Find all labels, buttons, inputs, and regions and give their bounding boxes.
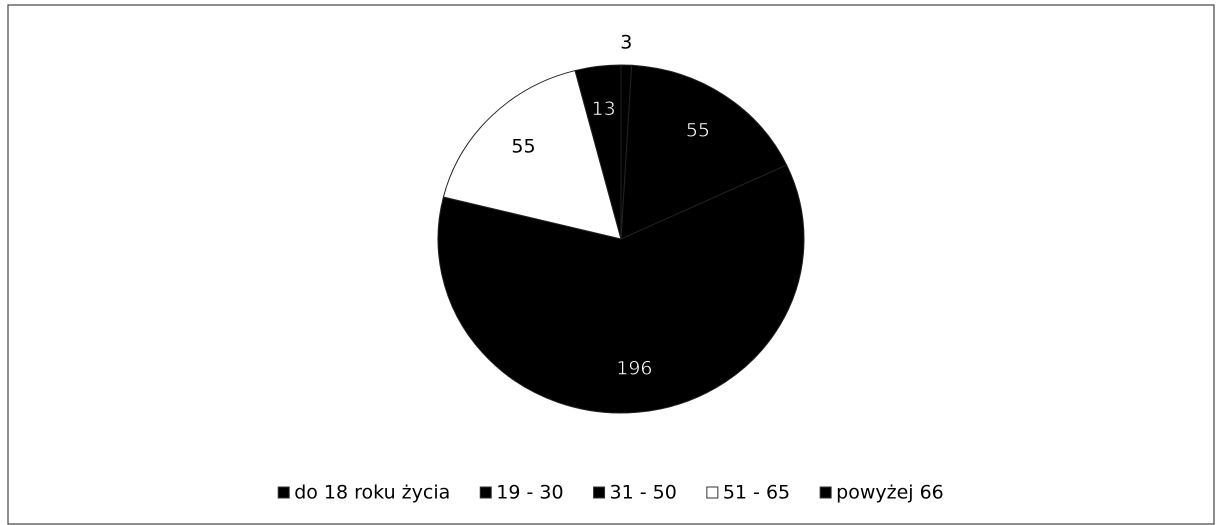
data-label: 196 — [616, 357, 652, 379]
data-label: 13 — [592, 98, 616, 120]
legend-marker — [277, 486, 290, 499]
pie-slice — [442, 69, 622, 240]
legend-marker — [819, 486, 832, 499]
legend-label: do 18 roku życia — [294, 482, 450, 504]
legend-label: 19 - 30 — [496, 482, 563, 504]
legend-label: 51 - 65 — [723, 482, 790, 504]
data-label: 3 — [620, 32, 632, 54]
pie-slice — [620, 64, 788, 240]
pie-slice — [574, 64, 622, 240]
data-label: 55 — [686, 119, 710, 141]
legend-label: 31 - 50 — [610, 482, 677, 504]
legend-marker — [479, 486, 492, 499]
legend-marker — [593, 486, 606, 499]
pie-slice — [437, 164, 805, 414]
legend-marker — [706, 486, 719, 499]
data-label: 55 — [511, 136, 535, 158]
legend-label: powyżej 66 — [836, 482, 944, 504]
